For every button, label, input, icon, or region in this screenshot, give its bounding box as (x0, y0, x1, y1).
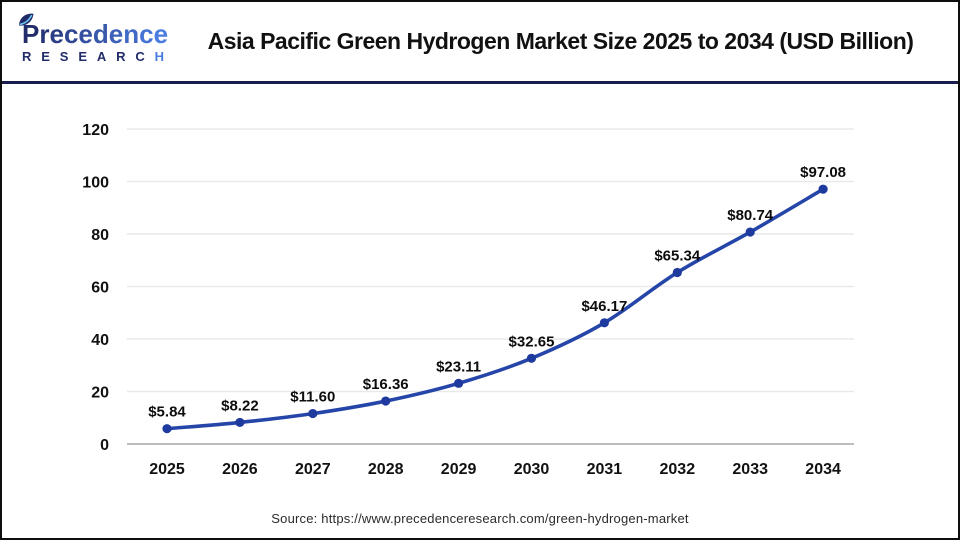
x-tick-label: 2032 (660, 461, 696, 478)
data-point (308, 408, 318, 419)
y-tick-label: 20 (91, 385, 109, 402)
data-point (818, 184, 828, 194)
y-tick-label: 120 (82, 122, 109, 139)
data-point-label: $23.11 (436, 358, 481, 375)
data-point (162, 424, 172, 434)
line-chart: 0 20 40 60 80 100 120 2025 2026 2027 2028 2029 2030 2… (82, 122, 854, 478)
data-point-label: $5.84 (148, 404, 186, 421)
x-tick-label: 2031 (587, 461, 623, 478)
x-tick-label: 2029 (441, 461, 477, 478)
data-point-label: $65.34 (654, 247, 701, 264)
y-tick-label: 100 (82, 175, 109, 192)
x-tick-label: 2033 (732, 461, 768, 478)
y-tick-label: 80 (91, 227, 109, 244)
x-tick-label: 2030 (514, 461, 550, 478)
data-point-label: $8.22 (221, 397, 259, 414)
y-tick-label: 60 (91, 280, 109, 297)
data-point-label: $16.36 (363, 376, 409, 393)
data-point-label: $97.08 (800, 164, 846, 181)
data-point-label: $46.17 (581, 298, 627, 315)
data-point-label: $11.60 (290, 389, 335, 406)
x-tick-label: 2026 (222, 461, 258, 478)
data-point (526, 353, 537, 363)
chart-title: Asia Pacific Green Hydrogen Market Size … (207, 28, 914, 54)
trend-line (165, 187, 825, 431)
source-text: Source: https://www.precedenceresearch.c… (271, 511, 689, 526)
y-tick-label: 0 (100, 437, 109, 454)
x-tick-label: 2034 (805, 461, 841, 478)
data-point (381, 396, 391, 406)
x-tick-label: 2028 (368, 461, 404, 478)
data-point (235, 417, 245, 428)
x-tick-label: 2027 (295, 461, 331, 478)
data-point-label: $32.65 (509, 333, 555, 350)
data-point-label: $80.74 (727, 207, 774, 224)
data-point (672, 267, 682, 278)
source-line: Source: https://www.precedenceresearch.c… (2, 511, 958, 526)
data-point (454, 378, 464, 388)
leaf-icon (18, 13, 34, 26)
data-point (745, 227, 755, 237)
header-divider (2, 81, 958, 84)
data-point (599, 318, 610, 328)
y-tick-label: 40 (91, 332, 109, 349)
x-tick-label: 2025 (149, 461, 185, 478)
logo-wordmark: Precedence (22, 18, 169, 49)
